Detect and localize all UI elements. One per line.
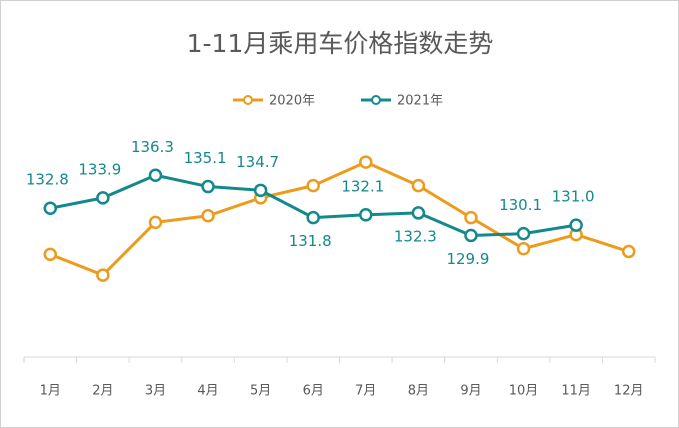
point [411, 178, 426, 193]
x-tick-label: 5月 [250, 384, 271, 399]
data-label: 132.8 [26, 171, 69, 189]
data-label: 131.0 [552, 188, 595, 206]
x-tick-label: 6月 [303, 384, 324, 399]
x-tick-label: 3月 [145, 384, 166, 399]
point [43, 247, 58, 262]
point [621, 244, 636, 259]
chart-title: 1-11月乘用车价格指数走势 [187, 29, 494, 58]
point [306, 210, 320, 225]
point [201, 179, 215, 194]
point [43, 201, 58, 215]
point [516, 241, 531, 256]
point [253, 183, 268, 198]
point [306, 178, 320, 193]
x-tick-label: 2月 [92, 384, 113, 399]
point [96, 191, 110, 205]
point [359, 155, 373, 169]
point [516, 226, 531, 241]
x-tick-label: 1月 [40, 384, 61, 399]
x-tick-label: 7月 [355, 384, 376, 399]
point [464, 228, 478, 243]
data-label: 136.3 [131, 138, 174, 156]
point [96, 268, 110, 282]
legend-marker [243, 95, 253, 105]
x-tick-label: 11月 [561, 384, 591, 399]
point [148, 168, 163, 183]
data-label: 130.1 [499, 196, 542, 214]
data-label: 134.7 [236, 153, 279, 171]
data-label: 132.3 [394, 227, 437, 245]
x-tick-label: 4月 [197, 384, 218, 399]
x-tick-label: 9月 [460, 384, 481, 399]
data-label: 131.8 [289, 232, 332, 250]
data-label: 135.1 [184, 149, 227, 167]
point [148, 215, 163, 230]
point [359, 208, 373, 222]
series-line [49, 160, 630, 277]
point [464, 210, 478, 225]
data-label: 132.1 [341, 177, 384, 195]
legend-label: 2020年 [269, 94, 315, 109]
data-label: 133.9 [78, 160, 121, 178]
x-tick-label: 8月 [408, 384, 429, 399]
point [569, 218, 583, 232]
legend-marker [371, 95, 381, 105]
x-tick-label: 10月 [509, 384, 539, 399]
legend-label: 2021年 [397, 94, 443, 109]
point [411, 206, 426, 220]
x-tick-label: 12月 [614, 384, 644, 399]
point [201, 209, 215, 223]
data-label: 129.9 [446, 250, 489, 268]
